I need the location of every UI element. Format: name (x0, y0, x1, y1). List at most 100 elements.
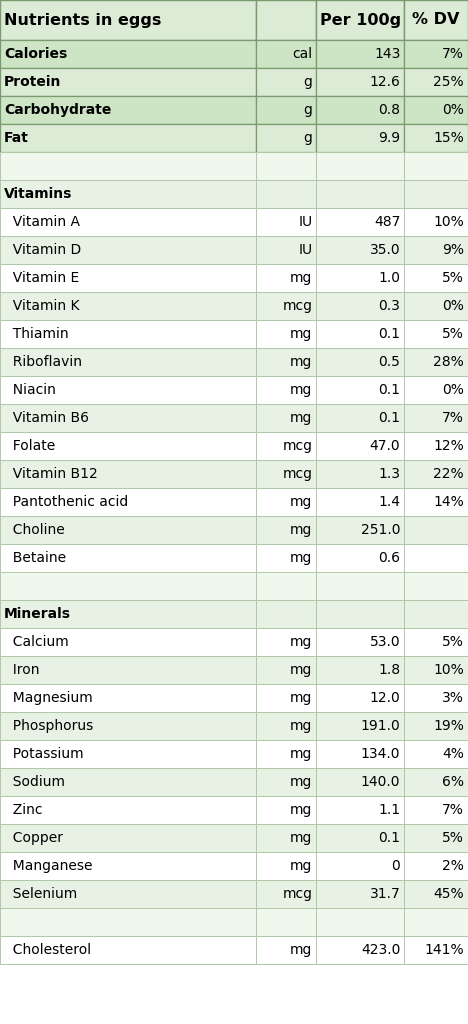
Bar (0, 0, 256, 40)
Text: % DV: % DV (412, 12, 460, 28)
Bar (256, 880, 316, 908)
Text: 31.7: 31.7 (370, 887, 400, 901)
Text: 9.9: 9.9 (378, 131, 400, 145)
Bar (404, 796, 468, 824)
Bar (404, 628, 468, 656)
Text: Phosphorus: Phosphorus (4, 719, 93, 733)
Bar (0, 628, 256, 656)
Bar (0, 152, 256, 180)
Text: Magnesium: Magnesium (4, 691, 93, 705)
Text: mg: mg (290, 691, 312, 705)
Bar (404, 600, 468, 628)
Bar (0, 740, 256, 768)
Bar (256, 432, 316, 460)
Bar (316, 880, 404, 908)
Text: 6%: 6% (442, 775, 464, 790)
Text: 0%: 0% (442, 383, 464, 397)
Bar (0, 684, 256, 712)
Bar (256, 264, 316, 292)
Text: Sodium: Sodium (4, 775, 65, 790)
Text: IU: IU (298, 215, 312, 229)
Text: mg: mg (290, 943, 312, 957)
Bar (316, 0, 404, 40)
Text: g: g (303, 131, 312, 145)
Bar (0, 236, 256, 264)
Text: Potassium: Potassium (4, 746, 84, 761)
Text: 45%: 45% (433, 887, 464, 901)
Text: 2%: 2% (442, 859, 464, 873)
Text: g: g (303, 75, 312, 89)
Text: mg: mg (290, 775, 312, 790)
Bar (316, 684, 404, 712)
Text: Zinc: Zinc (4, 803, 43, 817)
Text: mg: mg (290, 383, 312, 397)
Bar (256, 852, 316, 880)
Text: 10%: 10% (433, 215, 464, 229)
Bar (404, 376, 468, 404)
Bar (404, 432, 468, 460)
Bar (404, 908, 468, 936)
Bar (256, 124, 316, 152)
Bar (404, 0, 468, 40)
Text: Vitamin K: Vitamin K (4, 299, 80, 313)
Bar (316, 68, 404, 96)
Bar (316, 376, 404, 404)
Bar (256, 460, 316, 488)
Text: 12%: 12% (433, 439, 464, 453)
Bar (404, 880, 468, 908)
Text: 1.0: 1.0 (378, 271, 400, 285)
Text: mg: mg (290, 719, 312, 733)
Bar (256, 824, 316, 852)
Bar (0, 712, 256, 740)
Bar (404, 404, 468, 432)
Bar (0, 292, 256, 319)
Bar (256, 908, 316, 936)
Bar (256, 796, 316, 824)
Text: 28%: 28% (433, 355, 464, 369)
Bar (316, 796, 404, 824)
Bar (316, 908, 404, 936)
Text: Riboflavin: Riboflavin (4, 355, 82, 369)
Bar (0, 460, 256, 488)
Bar (0, 796, 256, 824)
Text: Fat: Fat (4, 131, 29, 145)
Bar (256, 516, 316, 544)
Bar (404, 124, 468, 152)
Bar (256, 404, 316, 432)
Bar (256, 936, 316, 964)
Text: 423.0: 423.0 (361, 943, 400, 957)
Bar (316, 516, 404, 544)
Bar (0, 600, 256, 628)
Text: mg: mg (290, 746, 312, 761)
Bar (256, 208, 316, 236)
Bar (316, 124, 404, 152)
Text: mcg: mcg (282, 299, 312, 313)
Text: Betaine: Betaine (4, 551, 66, 565)
Bar (316, 180, 404, 208)
Text: cal: cal (292, 47, 312, 61)
Bar (256, 656, 316, 684)
Text: Vitamin B12: Vitamin B12 (4, 467, 98, 481)
Bar (0, 348, 256, 376)
Bar (256, 712, 316, 740)
Bar (404, 319, 468, 348)
Text: 15%: 15% (433, 131, 464, 145)
Text: 1.4: 1.4 (378, 495, 400, 509)
Text: Manganese: Manganese (4, 859, 93, 873)
Text: Carbohydrate: Carbohydrate (4, 103, 111, 117)
Bar (0, 319, 256, 348)
Bar (404, 852, 468, 880)
Bar (256, 96, 316, 124)
Bar (0, 824, 256, 852)
Text: mg: mg (290, 495, 312, 509)
Bar (0, 124, 256, 152)
Bar (316, 404, 404, 432)
Text: g: g (303, 103, 312, 117)
Text: 0.5: 0.5 (379, 355, 400, 369)
Bar (0, 180, 256, 208)
Bar (316, 600, 404, 628)
Text: Iron: Iron (4, 663, 39, 677)
Text: mg: mg (290, 523, 312, 537)
Text: 5%: 5% (442, 271, 464, 285)
Bar (256, 740, 316, 768)
